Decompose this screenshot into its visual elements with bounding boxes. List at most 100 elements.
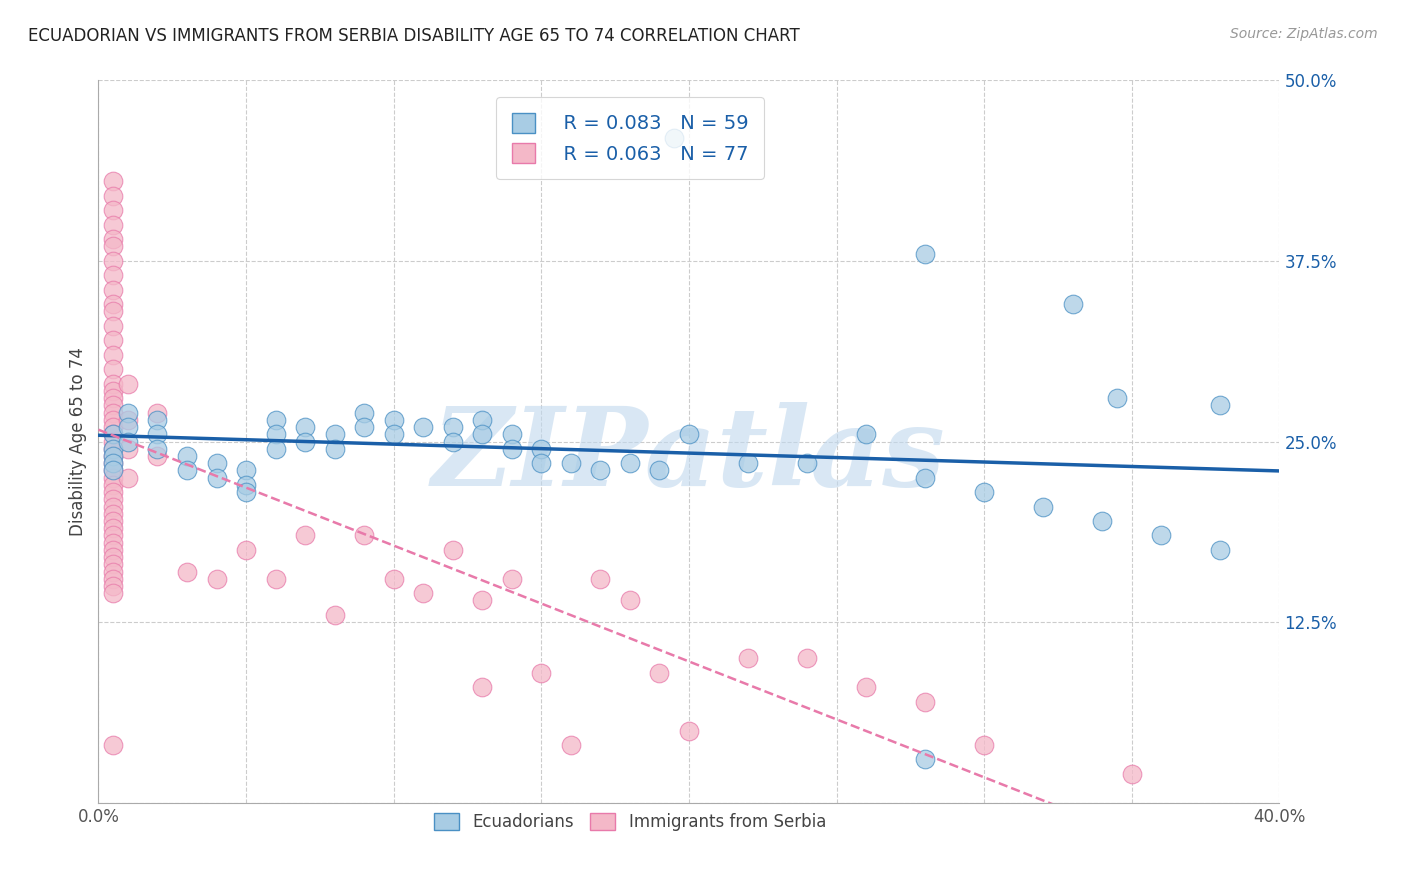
Point — [323, 427, 346, 442]
Point — [103, 550, 125, 565]
Point — [103, 485, 125, 500]
Point — [103, 420, 125, 434]
Point — [1062, 297, 1084, 311]
Point — [103, 189, 125, 203]
Point — [235, 463, 257, 477]
Point — [264, 413, 287, 427]
Point — [264, 427, 287, 442]
Point — [103, 239, 125, 253]
Point — [103, 174, 125, 188]
Point — [103, 384, 125, 398]
Point — [103, 521, 125, 535]
Point — [1091, 514, 1114, 528]
Point — [103, 542, 125, 557]
Point — [103, 268, 125, 283]
Point — [103, 514, 125, 528]
Point — [471, 427, 494, 442]
Point — [501, 427, 523, 442]
Point — [117, 434, 139, 449]
Point — [205, 456, 228, 470]
Point — [117, 470, 139, 484]
Point — [530, 456, 553, 470]
Point — [103, 738, 125, 752]
Point — [103, 442, 125, 456]
Point — [294, 528, 316, 542]
Point — [737, 651, 759, 665]
Point — [353, 406, 375, 420]
Point — [501, 572, 523, 586]
Point — [589, 463, 612, 477]
Point — [530, 442, 553, 456]
Point — [501, 442, 523, 456]
Point — [441, 420, 464, 434]
Point — [471, 680, 494, 694]
Point — [914, 695, 936, 709]
Point — [117, 376, 139, 391]
Point — [412, 586, 434, 600]
Point — [103, 334, 125, 348]
Point — [235, 478, 257, 492]
Point — [146, 442, 169, 456]
Point — [103, 528, 125, 542]
Point — [103, 318, 125, 333]
Point — [103, 442, 125, 456]
Point — [146, 413, 169, 427]
Point — [103, 391, 125, 405]
Point — [103, 218, 125, 232]
Point — [1121, 767, 1143, 781]
Point — [914, 470, 936, 484]
Point — [103, 463, 125, 477]
Point — [103, 406, 125, 420]
Point — [619, 456, 641, 470]
Point — [1032, 500, 1054, 514]
Point — [103, 572, 125, 586]
Point — [664, 131, 686, 145]
Point — [323, 607, 346, 622]
Point — [560, 738, 582, 752]
Point — [103, 565, 125, 579]
Point — [294, 420, 316, 434]
Point — [117, 420, 139, 434]
Point — [146, 406, 169, 420]
Point — [471, 413, 494, 427]
Point — [353, 528, 375, 542]
Point — [855, 427, 877, 442]
Point — [353, 420, 375, 434]
Point — [1150, 528, 1173, 542]
Point — [103, 232, 125, 246]
Point — [103, 456, 125, 470]
Point — [103, 478, 125, 492]
Point — [103, 507, 125, 521]
Point — [619, 593, 641, 607]
Point — [441, 542, 464, 557]
Point — [103, 463, 125, 477]
Point — [914, 246, 936, 260]
Point — [103, 470, 125, 484]
Text: Source: ZipAtlas.com: Source: ZipAtlas.com — [1230, 27, 1378, 41]
Point — [103, 500, 125, 514]
Legend: Ecuadorians, Immigrants from Serbia: Ecuadorians, Immigrants from Serbia — [427, 806, 832, 838]
Point — [103, 586, 125, 600]
Point — [146, 427, 169, 442]
Point — [176, 449, 198, 463]
Point — [117, 413, 139, 427]
Point — [235, 542, 257, 557]
Point — [103, 413, 125, 427]
Point — [678, 723, 700, 738]
Point — [103, 492, 125, 507]
Point — [103, 362, 125, 376]
Point — [103, 456, 125, 470]
Point — [648, 665, 671, 680]
Point — [103, 558, 125, 572]
Point — [294, 434, 316, 449]
Point — [103, 449, 125, 463]
Point — [382, 413, 405, 427]
Point — [103, 253, 125, 268]
Point — [382, 427, 405, 442]
Point — [235, 485, 257, 500]
Point — [103, 348, 125, 362]
Point — [1209, 542, 1232, 557]
Text: ECUADORIAN VS IMMIGRANTS FROM SERBIA DISABILITY AGE 65 TO 74 CORRELATION CHART: ECUADORIAN VS IMMIGRANTS FROM SERBIA DIS… — [28, 27, 800, 45]
Point — [914, 752, 936, 766]
Y-axis label: Disability Age 65 to 74: Disability Age 65 to 74 — [69, 347, 87, 536]
